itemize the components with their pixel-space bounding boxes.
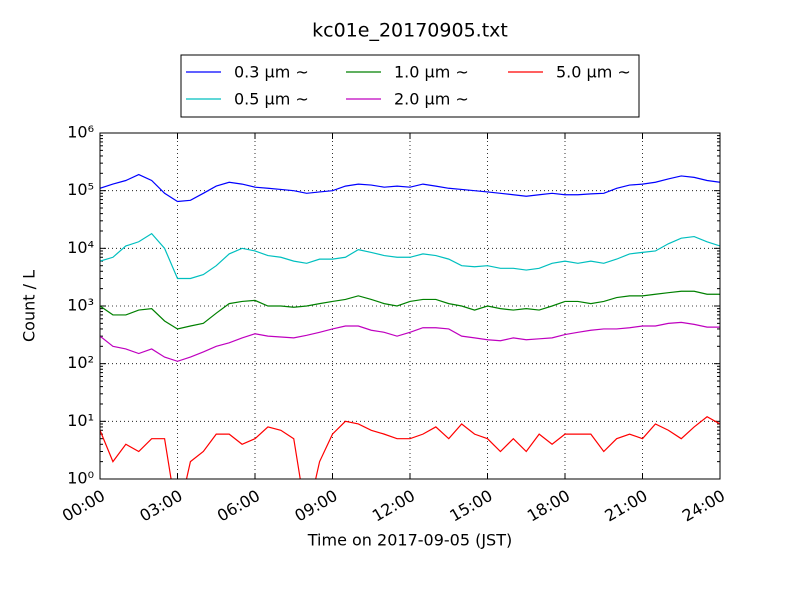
y-tick-label: 10³ xyxy=(67,296,94,315)
series-line xyxy=(100,290,720,330)
series-line xyxy=(100,173,720,203)
y-tick-label: 10² xyxy=(67,353,94,372)
series-group xyxy=(100,173,720,203)
series-line xyxy=(100,232,720,280)
series-group xyxy=(100,232,720,280)
y-tick-label: 10⁴ xyxy=(67,238,94,257)
legend-label: 0.5 μm ~ xyxy=(234,90,309,109)
series-line xyxy=(100,321,720,362)
series-group xyxy=(100,416,720,479)
y-tick-label: 10¹ xyxy=(67,411,94,430)
legend-box xyxy=(180,54,640,118)
series-group xyxy=(100,321,720,362)
y-axis-label: Count / L xyxy=(20,270,39,342)
y-tick-label: 10⁶ xyxy=(67,123,94,142)
y-tick-label: 10⁵ xyxy=(67,180,94,199)
chart-title: kc01e_20170905.txt xyxy=(312,20,508,42)
legend-label: 1.0 μm ~ xyxy=(394,63,469,82)
legend-label: 5.0 μm ~ xyxy=(556,63,631,82)
plot-frame xyxy=(99,132,721,480)
y-tick-label: 10⁰ xyxy=(67,469,94,488)
series-group xyxy=(100,290,720,330)
x-axis-label: Time on 2017-09-05 (JST) xyxy=(307,531,512,550)
series-line xyxy=(100,416,720,479)
legend-label: 0.3 μm ~ xyxy=(234,63,309,82)
legend-label: 2.0 μm ~ xyxy=(394,90,469,109)
